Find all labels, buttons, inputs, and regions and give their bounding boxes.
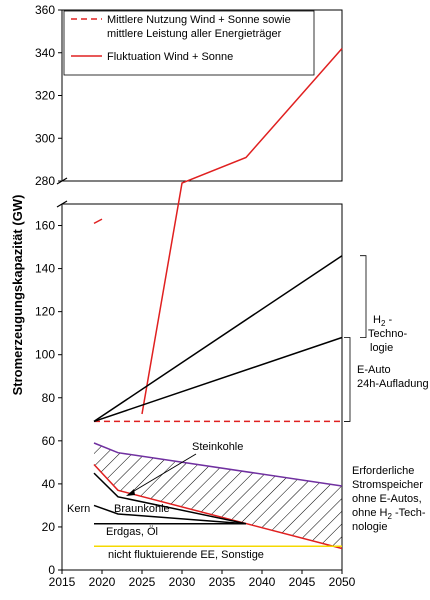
series-0-upper <box>141 48 343 415</box>
storage-hatched-area <box>94 443 342 549</box>
bracket-eauto <box>344 337 351 422</box>
y-tick-label-340: 340 <box>35 46 55 60</box>
series-0-lower <box>93 218 103 225</box>
y-tick-label-60: 60 <box>42 434 56 448</box>
annotation-braunkohle: Braunkohle <box>114 503 170 515</box>
y-axis-ticks-upper: 280 300 320 340 360 <box>35 3 62 188</box>
y-tick-label-80: 80 <box>42 391 56 405</box>
y-tick-label-360: 360 <box>35 3 55 17</box>
annotation-h2-3: logie <box>370 342 393 354</box>
y-tick-label-300: 300 <box>35 131 55 145</box>
bracket-h2 <box>360 255 367 338</box>
y-tick-label-140: 140 <box>35 262 55 276</box>
x-tick-label-2040: 2040 <box>249 575 276 589</box>
y-axis-ticks-lower: 0 20 40 60 80 100 120 140 160 <box>35 219 62 577</box>
y-tick-label-40: 40 <box>42 477 56 491</box>
x-axis-ticks: 2015 2020 2025 2030 2035 2040 2045 2050 <box>49 570 356 589</box>
speicher-sub: 2 <box>387 512 392 521</box>
legend: Mittlere Nutzung Wind + Sonne sowie mitt… <box>63 10 315 76</box>
x-tick-label-2020: 2020 <box>89 575 116 589</box>
h2-letter: H <box>373 314 381 326</box>
annotation-eauto-2: 24h-Aufladung <box>357 378 429 390</box>
x-tick-label-2030: 2030 <box>169 575 196 589</box>
annotation-speicher-5: nologie <box>352 521 387 533</box>
x-tick-label-2050: 2050 <box>329 575 356 589</box>
legend-box <box>63 10 315 76</box>
legend-label-dashed-1: Mittlere Nutzung Wind + Sonne sowie <box>107 14 291 26</box>
series-3 <box>93 336 343 423</box>
x-tick-label-2025: 2025 <box>129 575 156 589</box>
axis-break-marks <box>56 177 68 208</box>
y-tick-label-20: 20 <box>42 520 56 534</box>
x-tick-label-2045: 2045 <box>289 575 316 589</box>
speicher-tech: -Tech- <box>392 507 426 519</box>
annotation-ee: nicht fluktuierende EE, Sonstige <box>108 549 264 561</box>
y-tick-label-100: 100 <box>35 348 55 362</box>
annotation-kern: Kern <box>67 503 90 515</box>
annotation-speicher-2: Stromspeicher <box>352 479 423 491</box>
legend-label-solid: Fluktuation Wind + Sonne <box>107 51 233 63</box>
series-5 <box>93 463 343 550</box>
y-tick-label-320: 320 <box>35 89 55 103</box>
speicher-h: ohne H <box>352 507 388 519</box>
annotation-h2-1: H2 - <box>373 314 392 328</box>
x-tick-label-2015: 2015 <box>49 575 76 589</box>
annotation-steinkohle: Steinkohle <box>192 441 243 453</box>
steinkohle-pointer <box>128 453 197 495</box>
series-6 <box>93 472 247 525</box>
series-layer <box>93 48 343 550</box>
x-tick-label-2035: 2035 <box>209 575 236 589</box>
steinkohle-arrowhead <box>126 489 135 496</box>
annotation-erdgas: Erdgas, Öl <box>106 526 158 538</box>
series-2 <box>93 255 343 423</box>
annotation-speicher-3: ohne E-Autos, <box>352 493 422 505</box>
y-tick-label-120: 120 <box>35 305 55 319</box>
annotation-h2-2: Techno- <box>368 328 407 340</box>
series-7 <box>93 504 247 525</box>
annotation-speicher-4: ohne H2 -Tech- <box>352 507 426 521</box>
h2-dash: - <box>385 314 392 326</box>
y-axis-label: Stromerzeugungskapazität (GW) <box>10 195 25 396</box>
y-tick-label-280: 280 <box>35 174 55 188</box>
legend-label-dashed-2: mittlere Leistung aller Energieträger <box>107 28 282 40</box>
annotation-eauto-1: E-Auto <box>357 364 391 376</box>
series-4 <box>93 442 343 487</box>
y-tick-label-160: 160 <box>35 219 55 233</box>
h2-subscript: 2 <box>381 319 386 328</box>
y-tick-label-0: 0 <box>48 563 55 577</box>
annotation-speicher-1: Erforderliche <box>352 465 414 477</box>
